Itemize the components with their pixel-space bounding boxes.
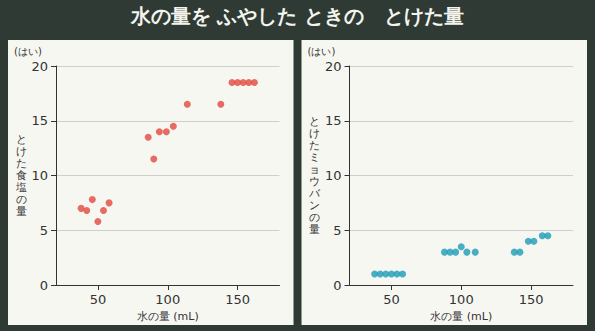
svg-text:10: 10 — [31, 168, 48, 183]
svg-text:5: 5 — [333, 223, 341, 238]
svg-text:100: 100 — [155, 292, 180, 307]
svg-text:バ: バ — [309, 187, 321, 200]
svg-text:100: 100 — [449, 292, 474, 307]
svg-text:15: 15 — [31, 113, 48, 128]
svg-text:0: 0 — [40, 278, 48, 293]
svg-text:た: た — [15, 157, 27, 170]
svg-text:20: 20 — [31, 59, 48, 74]
svg-text:け: け — [309, 127, 321, 140]
svg-text:20: 20 — [325, 59, 342, 74]
svg-text:け: け — [15, 145, 27, 158]
svg-text:ミ: ミ — [309, 151, 321, 164]
svg-text:ン: ン — [309, 199, 321, 212]
svg-text:10: 10 — [325, 168, 342, 183]
svg-text:ョ: ョ — [309, 163, 321, 176]
svg-text:ウ: ウ — [309, 175, 321, 188]
svg-text:た: た — [309, 139, 321, 152]
svg-text:150: 150 — [519, 292, 544, 307]
svg-text:塩: 塩 — [15, 181, 27, 194]
svg-text:(はい): (はい) — [14, 46, 42, 57]
svg-text:と: と — [15, 133, 27, 146]
svg-text:量: 量 — [309, 223, 320, 236]
svg-text:水の量を ふやした ときの とけた量: 水の量を ふやした ときの とけた量 — [130, 4, 465, 28]
svg-text:150: 150 — [225, 292, 250, 307]
svg-text:の: の — [15, 193, 27, 206]
svg-text:の: の — [309, 211, 321, 224]
svg-text:15: 15 — [325, 113, 342, 128]
svg-text:食: 食 — [15, 169, 27, 182]
svg-text:水の量 (mL): 水の量 (mL) — [137, 310, 199, 323]
svg-text:50: 50 — [90, 292, 107, 307]
svg-text:50: 50 — [383, 292, 400, 307]
svg-text:水の量 (mL): 水の量 (mL) — [430, 310, 492, 323]
svg-text:5: 5 — [40, 223, 48, 238]
svg-text:(はい): (はい) — [308, 46, 336, 57]
svg-text:と: と — [309, 115, 321, 128]
svg-text:量: 量 — [16, 205, 27, 218]
svg-text:0: 0 — [333, 278, 341, 293]
